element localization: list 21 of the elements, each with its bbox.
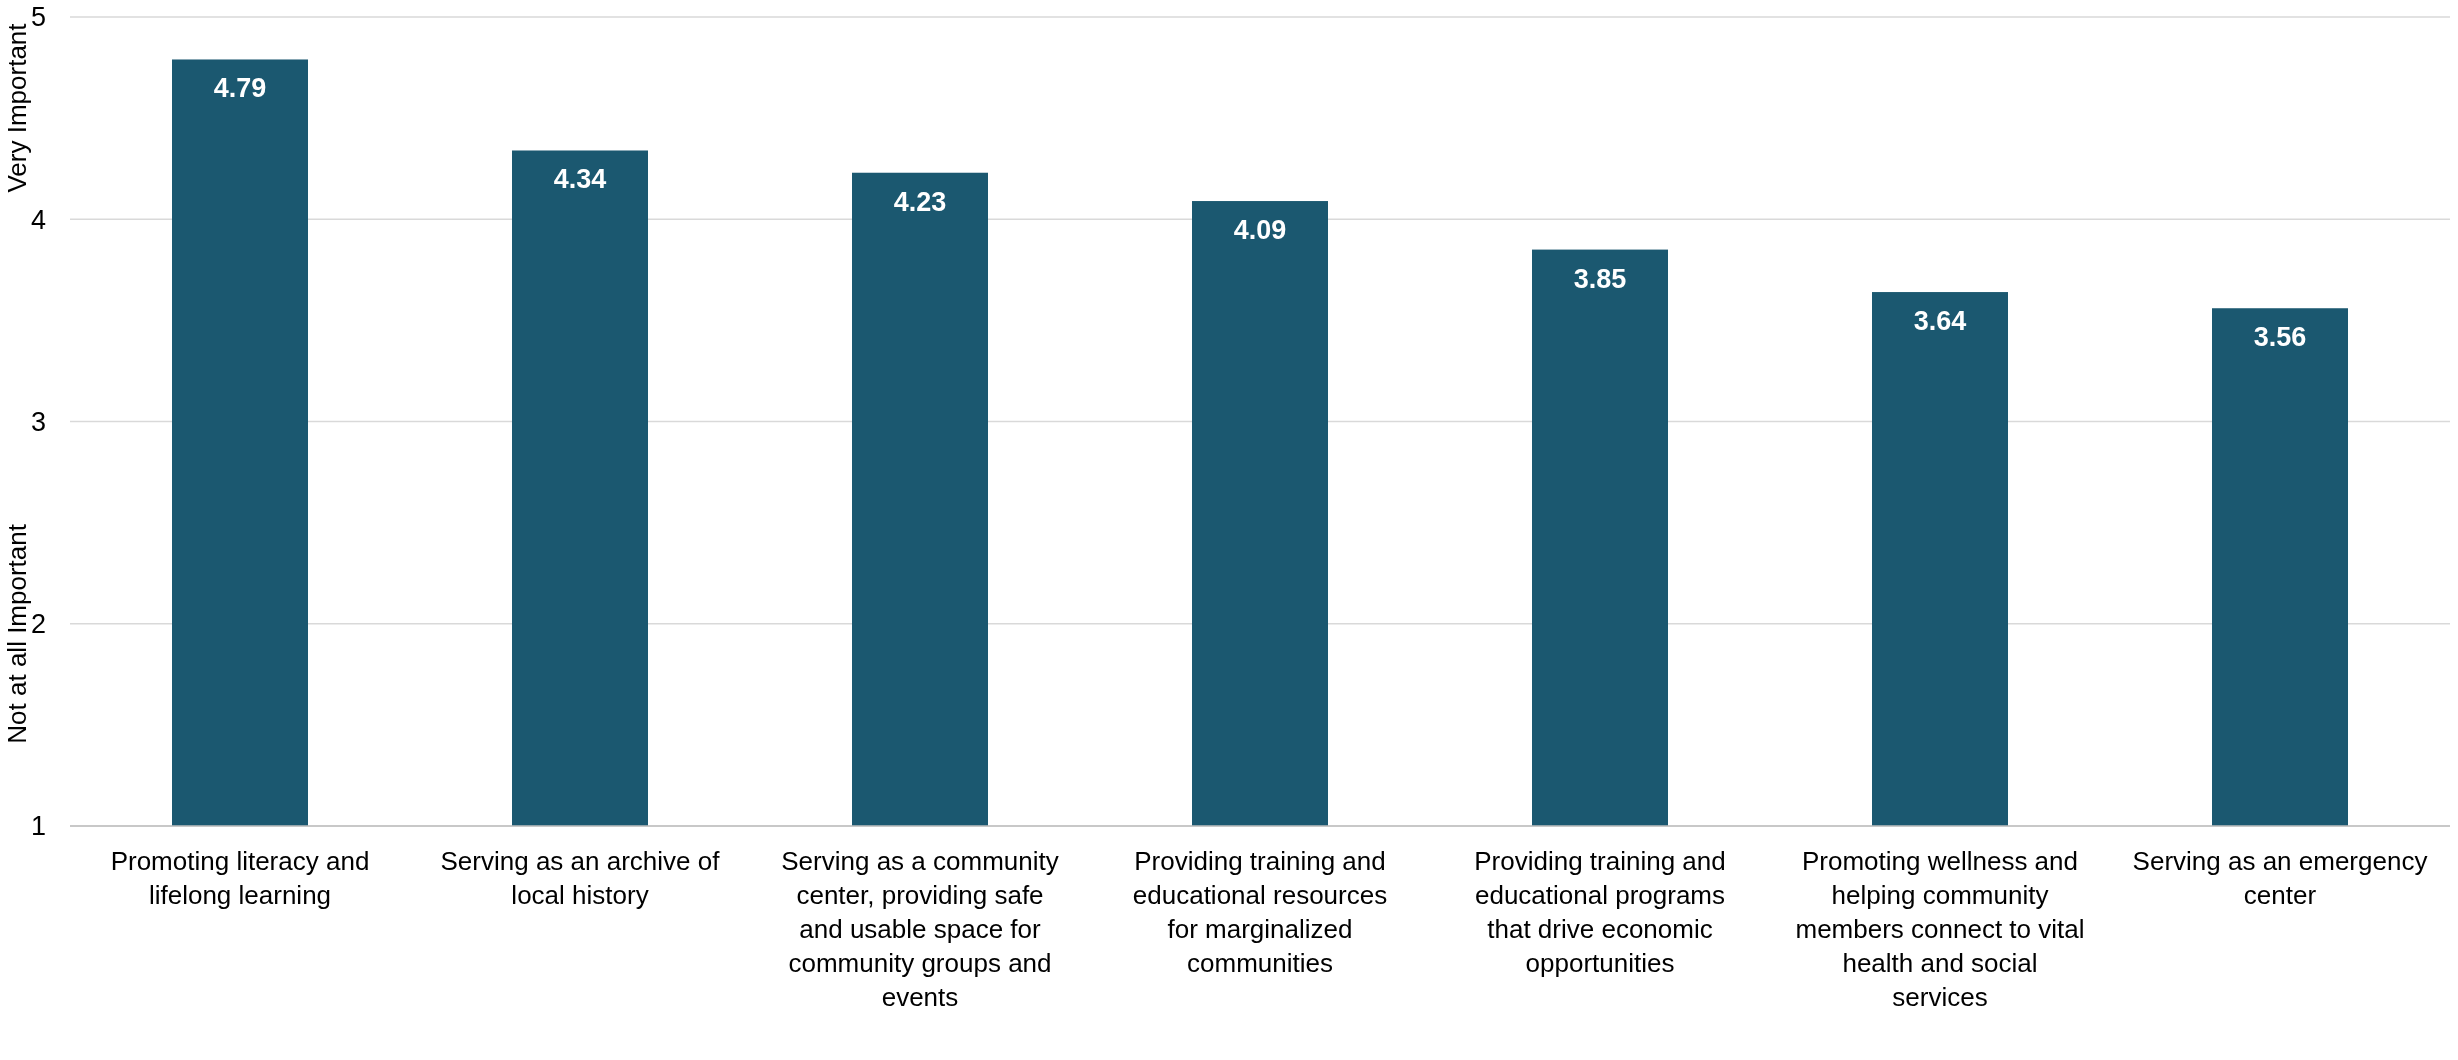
data-label: 4.09 (1233, 215, 1287, 246)
data-label: 4.79 (213, 73, 267, 104)
x-tick-label: Promoting literacy and lifelong learning (110, 846, 370, 910)
y-tick-label: 1 (30, 811, 46, 842)
x-tick-label: Serving as a community center, providing safe and usable space for community groups and events (781, 846, 1059, 1012)
x-tick-label: Serving as an emergency center (2132, 846, 2428, 910)
x-tick-label: Providing training and educational programs that drive economic opportunities (1474, 846, 1726, 978)
x-tick-label: Serving as an archive of local history (440, 846, 721, 910)
y-tick-label: 2 (30, 609, 46, 640)
text: Very Important (2, 22, 32, 193)
data-label: 3.56 (2253, 322, 2307, 353)
y-tick-label: 5 (30, 2, 46, 33)
x-tick-label: Promoting wellness and helping community members connect to vital health and social services (1795, 846, 2085, 1012)
x-tick-label: Providing training and educational resources for marginalized communities (1132, 846, 1388, 978)
y-tick-label: 4 (30, 204, 46, 235)
y-tick-label: 3 (30, 406, 46, 437)
y-axis-title: Not at all Important (2, 523, 32, 744)
data-label: 3.85 (1573, 263, 1627, 294)
data-label: 3.64 (1913, 306, 1967, 337)
data-label: 4.23 (893, 186, 947, 217)
data-label: 4.34 (553, 164, 607, 195)
